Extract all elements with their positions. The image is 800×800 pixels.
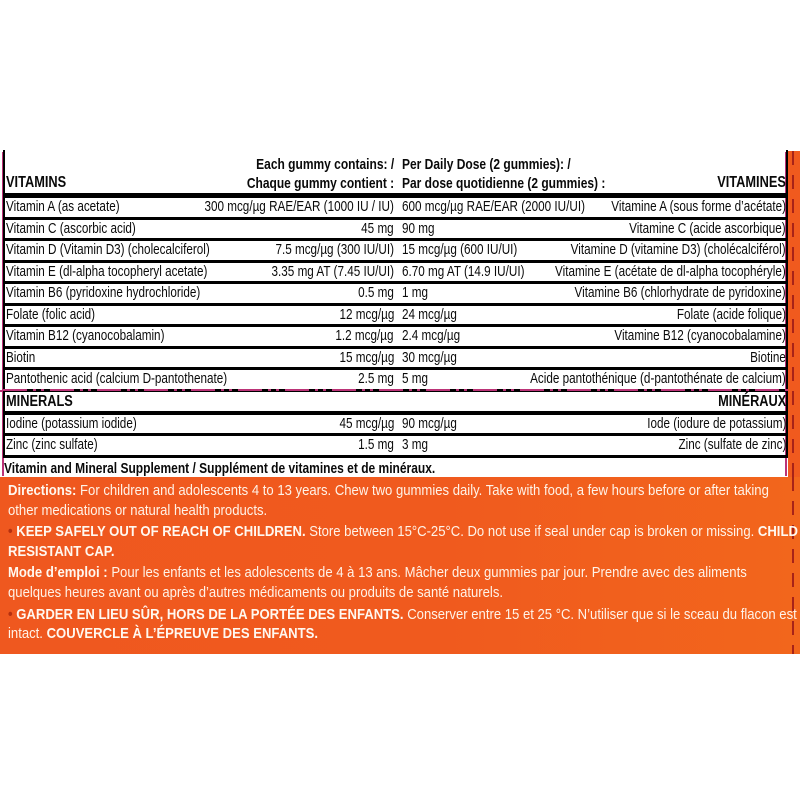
nutrient-name-fr: Vitamine A (sous forme d’acétate): [611, 198, 786, 215]
label-edge-strip: [788, 151, 800, 477]
vitamins-heading-fr: VITAMINES: [717, 174, 786, 191]
nutrient-name-en: Vitamin A (as acetate): [6, 198, 120, 215]
directions-panel: Directions: For children and adolescents…: [0, 477, 800, 654]
warning-en-keep-safely: KEEP SAFELY OUT OF REACH OF CHILDREN.: [16, 523, 306, 541]
table-row-zinc: Zinc (zinc sulfate) 1.5 mg 3 mg Zinc (su…: [5, 436, 786, 458]
nutrient-name-fr: Vitamine D (vitamine D3) (cholécalciféro…: [570, 241, 786, 258]
directions-fr: Mode d’emploi : Pour les enfants et les …: [8, 563, 798, 602]
nutrient-name-en: Vitamin E (dl-alpha tocopheryl acetate): [6, 262, 208, 280]
nutrient-name-fr: Zinc (sulfate de zinc): [678, 436, 786, 453]
column-header-per-dose-fr: Par dose quotidienne (2 gummies) :: [402, 175, 606, 192]
nutrient-name-en: Iodine (potassium iodide): [6, 414, 137, 432]
directions-text-block: Directions: For children and adolescents…: [8, 481, 798, 646]
vitamins-heading-en: VITAMINS: [6, 174, 67, 191]
table-row-iodine: Iodine (potassium iodide) 45 mcg/µg 90 m…: [5, 414, 786, 436]
directions-en-text: For children and adolescents 4 to 13 yea…: [8, 482, 769, 519]
amount-per-dose: 2.4 mcg/µg: [402, 327, 461, 344]
nutrient-name-fr: Folate (acide folique): [676, 305, 786, 323]
nutrient-name-fr: Acide pantothénique (d-pantothénate de c…: [530, 370, 786, 387]
nutrient-name-en: Vitamin B12 (cyanocobalamin): [6, 327, 165, 344]
column-header-per-dose: Per Daily Dose (2 gummies): / Par dose q…: [402, 155, 605, 193]
minerals-heading-fr: MINÉRAUX: [717, 392, 786, 410]
nutrient-name-fr: Vitamine C (acide ascorbique): [629, 219, 786, 237]
amount-per-gummy: 45 mg: [361, 219, 394, 237]
column-header-per-gummy-en: Each gummy contains: /: [255, 156, 394, 173]
nutrient-name-en: Folate (folic acid): [6, 305, 96, 323]
amount-per-dose: 90 mcg/µg: [402, 414, 457, 432]
nutrient-name-fr: Vitamine B6 (chlorhydrate de pyridoxine): [574, 284, 786, 301]
table-row-folate: Folate (folic acid) 12 mcg/µg 24 mcg/µg …: [5, 305, 786, 327]
cut-line-dashed-right-lower: [792, 477, 794, 654]
table-row-vitamin-b12: Vitamin B12 (cyanocobalamin) 1.2 mcg/µg …: [5, 327, 786, 349]
amount-per-gummy: 7.5 mcg/µg (300 IU/UI): [275, 241, 394, 258]
bullet-icon: •: [8, 605, 13, 623]
table-row-vitamin-e: Vitamin E (dl-alpha tocopheryl acetate) …: [5, 262, 786, 284]
nutrient-name-en: Biotin: [6, 348, 36, 366]
directions-en: Directions: For children and adolescents…: [8, 481, 798, 520]
nutrient-name-fr: Vitamine B12 (cyanocobalamine): [614, 327, 786, 344]
table-row-vitamin-d: Vitamin D (Vitamin D3) (cholecalciferol)…: [5, 241, 786, 263]
warning-fr: • GARDER EN LIEU SÛR, HORS DE LA PORTÉE …: [8, 605, 798, 644]
fold-line-dashed: [3, 388, 788, 391]
nutrient-name-fr: Vitamine E (acétate de dl-alpha tocophér…: [555, 262, 786, 280]
amount-per-gummy: 3.35 mg AT (7.45 IU/UI): [271, 262, 394, 280]
table-header-row: VITAMINS Each gummy contains: / Chaque g…: [5, 150, 786, 198]
directions-fr-label: Mode d’emploi :: [8, 564, 108, 582]
nutrient-name-fr: Iode (iodure de potassium): [646, 414, 786, 432]
warning-fr-storage: Conserver entre 15 et 25 °C. N’utiliser …: [8, 605, 797, 643]
nutrient-name-fr: Biotine: [750, 348, 786, 366]
warning-fr-child-cap: COUVERCLE À L’ÉPREUVE DES ENFANTS.: [46, 625, 318, 643]
directions-en-label: Directions:: [8, 482, 77, 499]
minerals-heading-en: MINERALS: [6, 392, 73, 410]
nutrient-name-en: Vitamin D (Vitamin D3) (cholecalciferol): [6, 241, 210, 258]
warning-en: • KEEP SAFELY OUT OF REACH OF CHILDREN. …: [8, 522, 798, 561]
amount-per-dose: 24 mcg/µg: [402, 305, 457, 323]
nutrient-name-en: Pantothenic acid (calcium D-pantothenate…: [6, 370, 228, 387]
table-row-vitamin-c: Vitamin C (ascorbic acid) 45 mg 90 mg Vi…: [5, 219, 786, 241]
amount-per-gummy: 45 mcg/µg: [339, 414, 394, 432]
directions-fr-text: Pour les enfants et les adolescents de 4…: [8, 564, 747, 601]
nutrient-name-en: Zinc (zinc sulfate): [6, 436, 98, 453]
warning-en-child-cap: CHILD RESISTANT CAP.: [8, 523, 798, 560]
amount-per-dose: 15 mcg/µg (600 IU/UI): [402, 241, 518, 258]
cut-line-dashed-right: [792, 151, 794, 477]
amount-per-gummy: 300 mcg/µg RAE/EAR (1000 IU / IU): [204, 198, 394, 215]
warning-en-storage: Store between 15°C-25°C. Do not use if s…: [309, 523, 755, 541]
amount-per-dose: 90 mg: [402, 219, 435, 237]
amount-per-gummy: 0.5 mg: [358, 284, 394, 301]
nutrient-name-en: Vitamin C (ascorbic acid): [6, 219, 136, 237]
nutrition-facts-table: VITAMINS Each gummy contains: / Chaque g…: [3, 150, 788, 458]
table-row-vitamin-a: Vitamin A (as acetate) 300 mcg/µg RAE/EA…: [5, 198, 786, 220]
column-header-per-dose-en: Per Daily Dose (2 gummies): /: [402, 156, 571, 173]
amount-per-dose: 600 mcg/µg RAE/EAR (2000 IU/UI): [402, 198, 585, 215]
warning-fr-garder: GARDER EN LIEU SÛR, HORS DE LA PORTÉE DE…: [16, 605, 404, 623]
amount-per-gummy: 1.5 mg: [358, 436, 394, 453]
nutrient-name-en: Vitamin B6 (pyridoxine hydrochloride): [6, 284, 201, 301]
table-row-vitamin-b6: Vitamin B6 (pyridoxine hydrochloride) 0.…: [5, 284, 786, 306]
amount-per-dose: 1 mg: [402, 284, 429, 301]
bullet-icon: •: [8, 523, 13, 541]
amount-per-dose: 5 mg: [402, 370, 429, 387]
table-row-biotin: Biotin 15 mcg/µg 30 mcg/µg Biotine: [5, 348, 786, 370]
amount-per-dose: 3 mg: [402, 436, 429, 453]
column-header-per-gummy: Each gummy contains: / Chaque gummy cont…: [247, 155, 394, 193]
column-header-per-gummy-fr: Chaque gummy contient :: [246, 175, 394, 192]
amount-per-dose: 30 mcg/µg: [402, 348, 457, 366]
amount-per-gummy: 1.2 mcg/µg: [335, 327, 394, 344]
minerals-header-row: MINERALS MINÉRAUX: [3, 388, 788, 415]
amount-per-gummy: 12 mcg/µg: [339, 305, 394, 323]
supplement-statement: Vitamin and Mineral Supplement / Supplém…: [4, 460, 436, 477]
amount-per-gummy: 2.5 mg: [358, 370, 394, 387]
amount-per-gummy: 15 mcg/µg: [339, 348, 394, 366]
amount-per-dose: 6.70 mg AT (14.9 IU/UI): [402, 262, 525, 280]
